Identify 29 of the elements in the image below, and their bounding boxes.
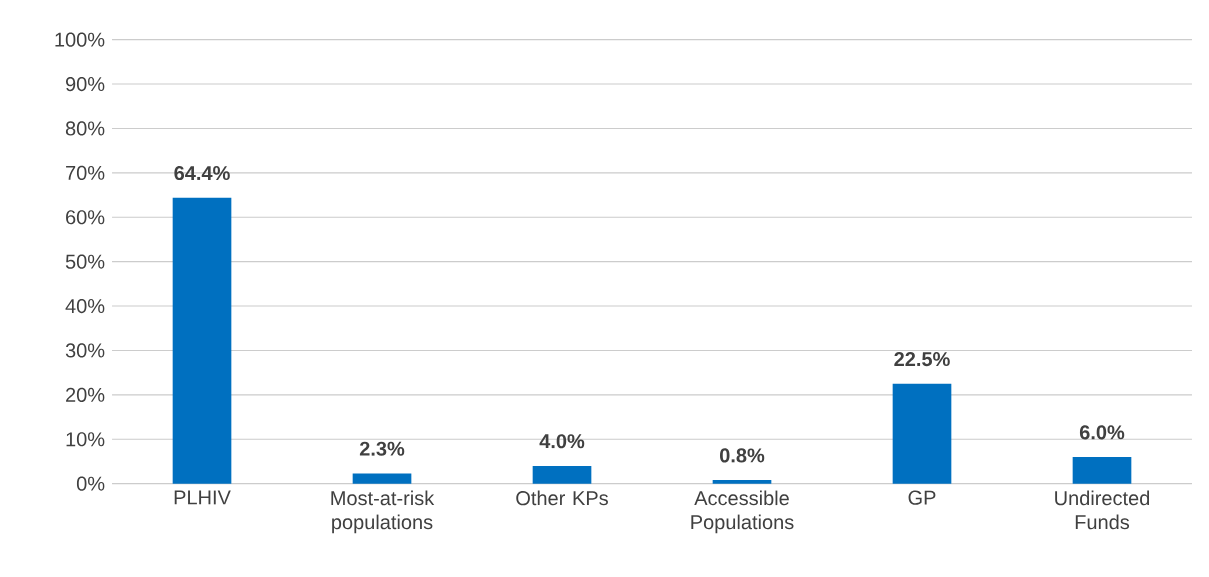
x-tick-label: Undirected Funds bbox=[1055, 490, 1150, 530]
data-label: 64.4% bbox=[174, 165, 230, 181]
data-label: 6.0% bbox=[1079, 425, 1125, 440]
data-label: 2.3% bbox=[359, 441, 405, 456]
y-tick-label: 100% bbox=[55, 32, 105, 47]
y-tick-label: 50% bbox=[65, 254, 105, 269]
y-tick-label: 20% bbox=[66, 387, 105, 402]
bar bbox=[172, 197, 232, 484]
y-tick-label: 0% bbox=[76, 476, 105, 491]
y-tick-label: 80% bbox=[65, 121, 105, 136]
bar bbox=[532, 465, 592, 484]
y-tick-label: 30% bbox=[65, 343, 105, 358]
y-tick-label: 10% bbox=[66, 432, 105, 447]
data-label: 22.5% bbox=[894, 351, 950, 367]
y-tick-label: 40% bbox=[65, 298, 105, 314]
x-tick-label: Most-at-risk populations bbox=[331, 490, 435, 534]
x-tick-label: PLHIV bbox=[174, 490, 231, 505]
y-tick-label: 70% bbox=[66, 165, 105, 180]
data-label: 0.8% bbox=[720, 448, 765, 463]
x-tick-label: Other KPs bbox=[516, 490, 608, 506]
y-tick-label: 60% bbox=[66, 210, 105, 225]
y-tick-label: 90% bbox=[65, 76, 105, 92]
bar bbox=[1072, 457, 1132, 484]
x-tick-label: GP bbox=[908, 490, 936, 505]
bar bbox=[712, 480, 772, 484]
bar bbox=[892, 383, 952, 484]
data-label: 4.0% bbox=[539, 434, 585, 449]
bar bbox=[352, 473, 412, 484]
x-tick-label: Accessible Populations bbox=[691, 490, 794, 534]
